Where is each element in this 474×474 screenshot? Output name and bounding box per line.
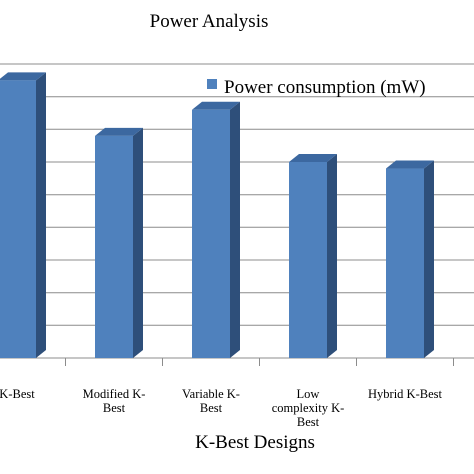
- bar-front: [192, 109, 230, 358]
- bar-top: [386, 160, 434, 169]
- bar: [0, 72, 46, 358]
- category-label: Modified K-: [83, 387, 146, 401]
- bar-top: [289, 154, 337, 162]
- category-label: Low: [297, 387, 320, 401]
- bar-front: [95, 135, 133, 358]
- bar-side: [230, 101, 240, 358]
- bar-side: [36, 72, 46, 358]
- bar-top: [95, 127, 143, 136]
- category-label: complexity K-: [272, 401, 345, 415]
- bar-side: [327, 154, 337, 358]
- bar-front: [289, 162, 327, 358]
- chart-title: Power Analysis: [150, 11, 269, 32]
- bar-side: [133, 127, 143, 358]
- category-label: Best: [200, 401, 223, 415]
- category-label: Variable K-: [182, 387, 240, 401]
- legend: Power consumption (mW): [207, 77, 426, 98]
- bar: [95, 127, 143, 358]
- category-label: K-Best: [0, 387, 35, 401]
- bar-side: [424, 160, 434, 358]
- bar: [386, 160, 434, 358]
- bar-front: [0, 80, 36, 358]
- legend-label: Power consumption (mW): [224, 77, 426, 98]
- bar: [192, 101, 240, 358]
- legend-swatch: [207, 79, 217, 89]
- bar-top: [0, 72, 46, 81]
- category-label: Best: [103, 401, 126, 415]
- category-label: Best: [297, 415, 320, 429]
- bar-top: [192, 101, 240, 110]
- x-axis-title: K-Best Designs: [195, 432, 315, 453]
- bar-front: [386, 168, 424, 358]
- bar: [289, 154, 337, 358]
- category-label: Hybrid K-Best: [368, 387, 442, 401]
- bars: [0, 72, 434, 358]
